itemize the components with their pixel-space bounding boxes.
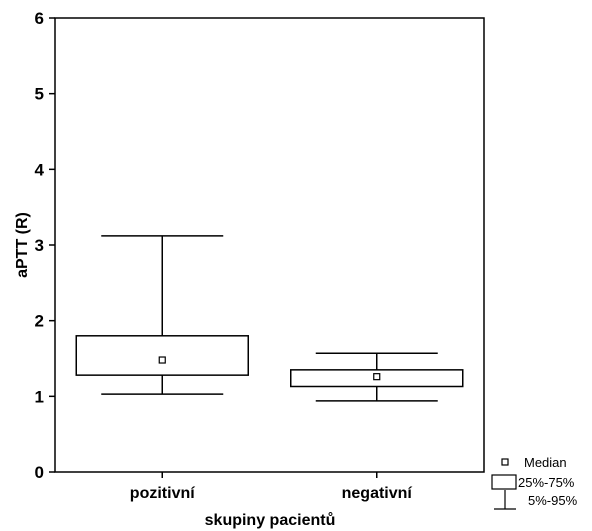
legend-box-label: 25%-75% — [518, 475, 575, 490]
y-tick-label: 1 — [35, 387, 44, 406]
y-tick-label: 2 — [35, 312, 44, 331]
y-axis: 0 1 2 3 4 5 6 — [35, 9, 55, 482]
median-marker — [373, 373, 381, 381]
y-tick-label: 4 — [35, 160, 45, 179]
x-tick-label: negativní — [342, 485, 413, 502]
x-tick-label: pozitivní — [130, 485, 195, 502]
legend-whisker-label: 5%-95% — [528, 493, 578, 508]
box-1 — [290, 352, 464, 402]
legend: Median 25%-75% 5%-95% — [491, 455, 578, 510]
x-axis-title: skupiny pacientů — [205, 512, 336, 529]
y-tick-label: 3 — [35, 236, 44, 255]
box-0 — [75, 235, 249, 395]
legend-median-symbol — [501, 458, 509, 466]
x-axis: pozitivní negativní — [130, 472, 413, 502]
legend-box-symbol — [491, 474, 517, 490]
plot-frame — [54, 17, 485, 473]
box-series — [75, 235, 464, 402]
y-tick-label: 6 — [35, 9, 44, 28]
y-axis-title: aPTT (R) — [14, 212, 31, 278]
median-marker — [158, 356, 166, 364]
iqr-box — [75, 335, 249, 376]
y-tick-label: 5 — [35, 85, 44, 104]
y-tick-label: 0 — [35, 463, 44, 482]
legend-median-label: Median — [524, 455, 567, 470]
